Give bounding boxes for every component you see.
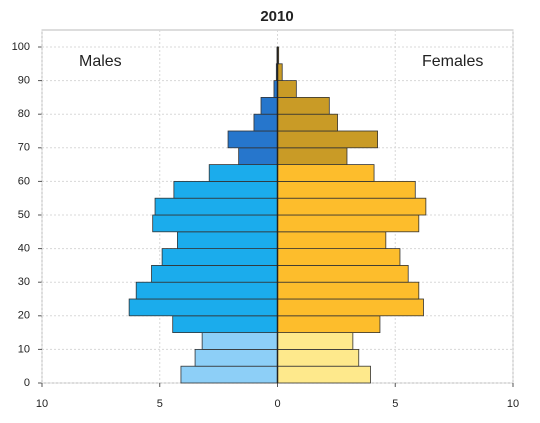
bar [277,248,401,266]
bar [277,164,375,182]
y-tick-label: 40 [18,243,30,255]
y-tick-label: 0 [24,377,30,389]
y-tick-label: 50 [18,209,30,221]
bar [277,97,330,115]
bar [177,231,278,250]
y-tick-label: 80 [18,108,30,120]
x-tick-label: 5 [157,398,163,410]
bar [277,332,354,350]
y-tick-label: 90 [18,75,30,87]
bar [260,97,278,115]
bar [277,264,409,283]
x-tick-label: 10 [507,398,519,410]
bar [277,113,338,132]
y-tick-label: 70 [18,142,30,154]
bar [253,113,278,132]
bar [201,332,278,350]
bar [151,264,278,283]
bar [227,130,278,149]
bar [135,281,278,300]
bar [180,365,278,384]
y-tick-label: 100 [12,41,30,53]
bar [277,147,348,166]
series-label: Females [422,53,483,70]
bar [154,197,278,216]
y-tick-label: 30 [18,276,30,288]
y-tick-label: 60 [18,175,30,187]
bar [277,348,360,367]
y-tick-label: 20 [18,310,30,322]
bar [172,315,278,333]
series-label: Males [79,53,122,70]
bar [277,130,378,149]
bar [208,164,278,182]
bar [277,365,371,384]
bar [194,348,278,367]
bar [128,298,278,317]
bar [152,214,278,233]
chart-title: 2010 [260,8,293,25]
bar [161,248,278,266]
bar [277,180,416,199]
bar [173,180,278,199]
bar [277,197,427,216]
bar [277,214,420,233]
x-tick-label: 0 [274,398,280,410]
bar [277,315,381,333]
x-tick-label: 10 [36,398,48,410]
bar [238,147,278,166]
x-tick-label: 5 [392,398,398,410]
y-tick-label: 10 [18,343,30,355]
bar [277,231,387,250]
bar [277,80,297,98]
bar [277,298,424,317]
bar [277,281,420,300]
